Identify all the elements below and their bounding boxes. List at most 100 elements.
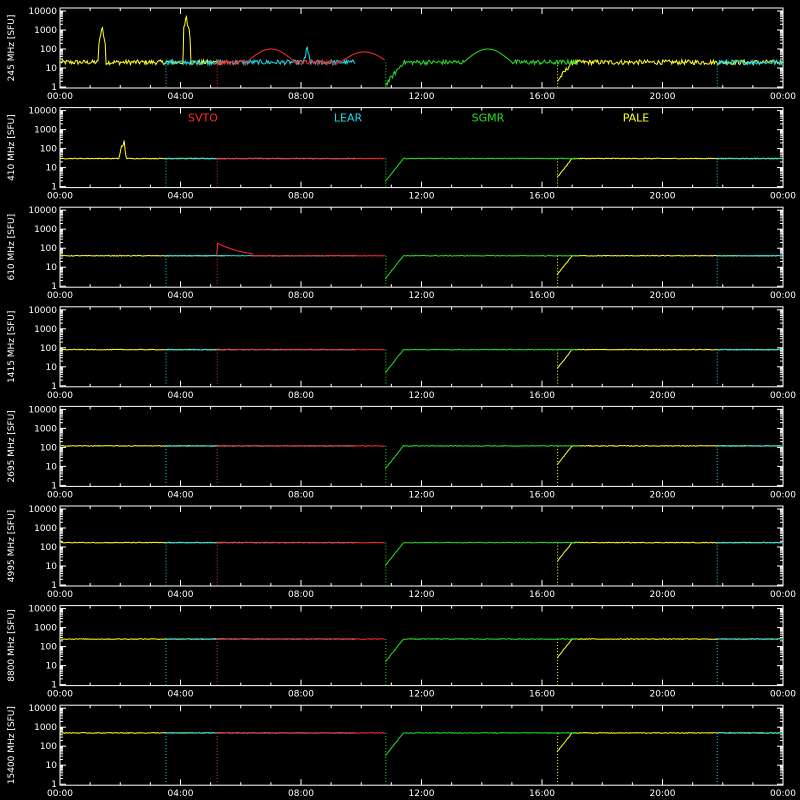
panel-frame (59, 206, 784, 288)
dropout-dot (716, 684, 718, 685)
dropout-dot (216, 657, 218, 659)
dropout-dot (385, 80, 387, 82)
series-lear (716, 638, 782, 640)
dropout-dot (216, 349, 218, 351)
dropout-dot (557, 448, 559, 450)
dropout-dot (216, 261, 218, 263)
dropout-dot (216, 566, 218, 568)
dropout-dot (557, 681, 559, 683)
dropout-dot (716, 753, 718, 755)
dropout-dot (716, 678, 718, 680)
x-tick-label: 16:00 (529, 690, 555, 700)
dropout-dot (557, 777, 559, 779)
dropout-dot (165, 672, 167, 674)
dropout-dot (716, 660, 718, 662)
panel-frame (59, 605, 784, 687)
dropout-dot (216, 675, 218, 677)
y-tick-label: 1 (51, 681, 57, 691)
series-lear (164, 46, 356, 67)
dropout-dot (716, 639, 718, 641)
dropout-dot (716, 651, 718, 653)
x-tick-label: 00:00 (770, 490, 796, 500)
dropout-dot (716, 771, 718, 773)
dropout-dot (165, 657, 167, 659)
dropout-dot (385, 575, 387, 577)
dropout-dot (557, 466, 559, 468)
dropout-dot (557, 255, 559, 257)
dropout-dot (216, 572, 218, 574)
dropout-dot (716, 267, 718, 269)
dropout-dot (216, 753, 218, 755)
dropout-dot (716, 654, 718, 656)
dropout-dot (216, 551, 218, 553)
dropout-dot (557, 167, 559, 169)
dropout-dot (165, 542, 167, 544)
series-pale (557, 58, 782, 82)
dropout-dot (216, 651, 218, 653)
dropout-dot (716, 161, 718, 163)
dropout-dot (216, 267, 218, 269)
dropout-dot (716, 83, 718, 85)
dropout-dot (716, 472, 718, 474)
dropout-dot (385, 678, 387, 680)
dropout-dot (385, 762, 387, 764)
dropout-dot (716, 71, 718, 73)
dropout-dot (716, 557, 718, 559)
dropout-dot (216, 557, 218, 559)
dropout-dot (557, 732, 559, 734)
dropout-dot (216, 454, 218, 456)
y-tick-label: 1 (51, 183, 57, 193)
dropout-dot (385, 645, 387, 647)
dropout-dot (385, 666, 387, 668)
dropout-dot (165, 367, 167, 369)
dropout-dot (165, 373, 167, 375)
dropout-dot (165, 732, 167, 734)
dropout-dot (165, 170, 167, 172)
dropout-dot (165, 376, 167, 378)
dropout-dot (557, 774, 559, 776)
dropout-dot (716, 170, 718, 172)
dropout-dot (216, 164, 218, 166)
dropout-dot (716, 741, 718, 743)
dropout-dot (557, 666, 559, 668)
dropout-dot (385, 466, 387, 468)
dropout-dot (165, 780, 167, 782)
dropout-dot (165, 86, 167, 87)
series-svto (216, 157, 385, 160)
series-lear (716, 58, 782, 67)
dropout-dot (216, 466, 218, 468)
dropout-dot (385, 367, 387, 369)
dropout-dot (216, 71, 218, 73)
dropout-dot (216, 77, 218, 79)
dropout-dot (385, 657, 387, 659)
panel-frame (59, 505, 784, 587)
dropout-dot (557, 358, 559, 360)
dropout-dot (716, 164, 718, 166)
dropout-dot (385, 584, 387, 585)
dropout-dot (716, 560, 718, 562)
y-axis-label: 8800 MHz [SFU] (7, 609, 17, 681)
dropout-dot (557, 185, 559, 187)
dropout-dot (165, 185, 167, 187)
dropout-dot (216, 642, 218, 644)
x-tick-label: 00:00 (770, 690, 796, 700)
dropout-dot (557, 367, 559, 369)
y-tick-label: 1000 (34, 26, 57, 36)
dropout-dot (216, 750, 218, 752)
x-tick-label: 16:00 (529, 590, 555, 600)
dropout-dot (716, 578, 718, 580)
dropout-dot (716, 370, 718, 372)
x-tick-label: 04:00 (168, 391, 194, 401)
panel-frame (59, 7, 784, 89)
series-sgmr (385, 348, 578, 373)
dropout-dot (385, 642, 387, 644)
dropout-dot (557, 669, 559, 671)
dropout-dot (165, 279, 167, 281)
dropout-dot (385, 554, 387, 556)
dropout-dot (716, 68, 718, 70)
dropout-dot (385, 566, 387, 568)
series-svto (216, 731, 385, 734)
dropout-dot (165, 684, 167, 685)
dropout-dot (165, 669, 167, 671)
dropout-dot (216, 370, 218, 372)
